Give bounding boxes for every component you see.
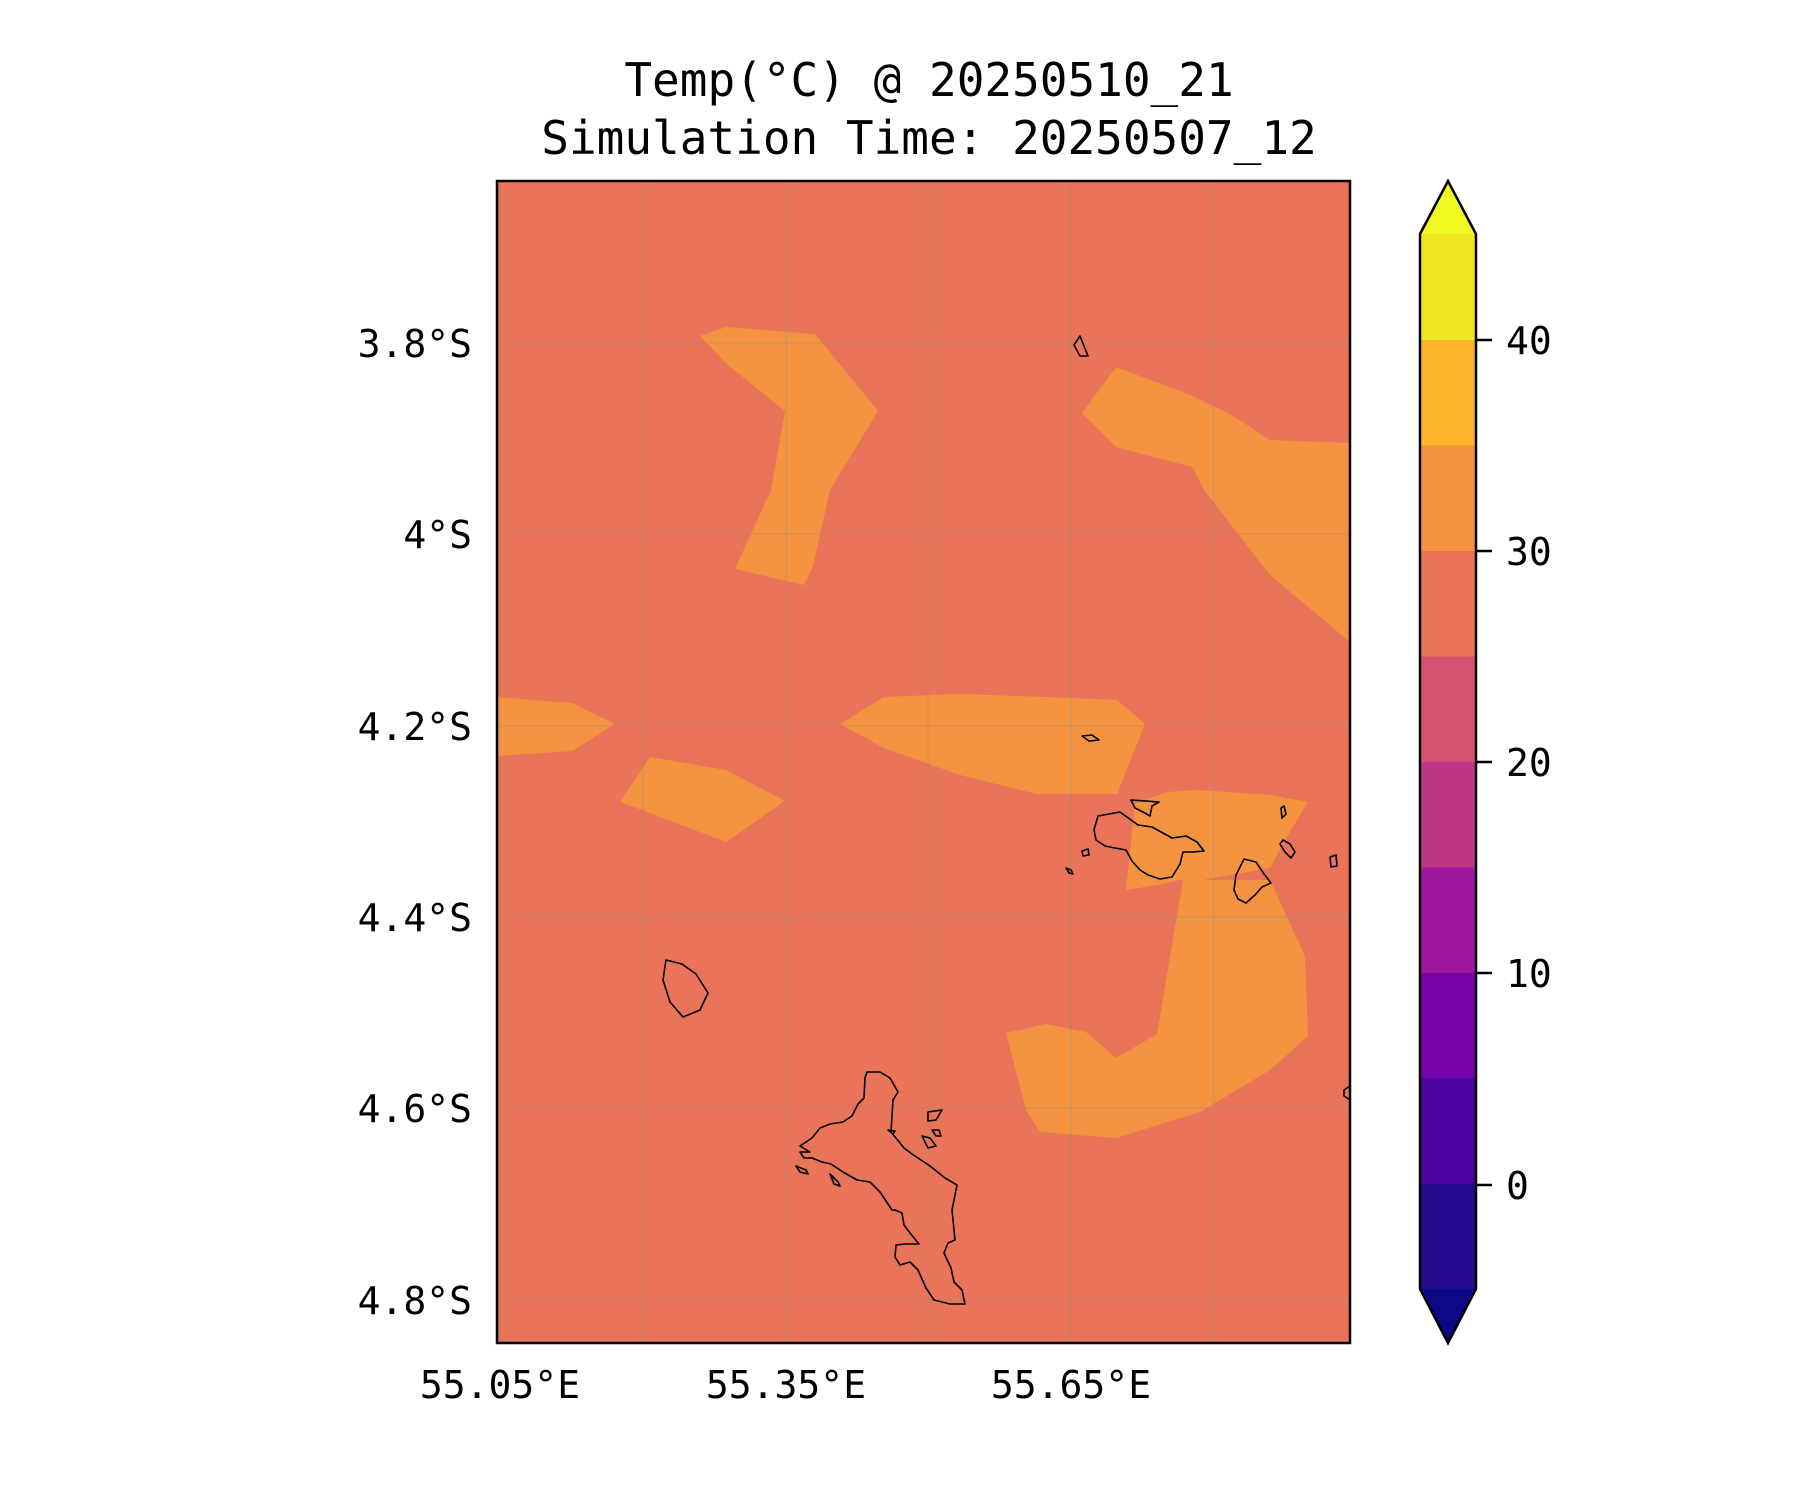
islet-praslin-w1 [1081, 848, 1090, 857]
colorbar-tick-label: 40 [1506, 319, 1552, 363]
warm-patch-east [1126, 790, 1308, 890]
colorbar-tick-label: 30 [1506, 530, 1552, 574]
islet-felicite [1279, 839, 1296, 859]
colorbar-band [1420, 867, 1476, 973]
island-praslin [1093, 811, 1205, 880]
y-tick-label: 4.8°S [358, 1279, 472, 1323]
colorbar-band [1420, 656, 1476, 762]
island-la-digue [1233, 858, 1272, 904]
colorbar: 0 10 20 30 40 [1418, 178, 1552, 1346]
warm-patch-southwest [620, 757, 785, 842]
islet-central [1081, 734, 1100, 742]
x-tick-label: 55.65°E [991, 1363, 1151, 1407]
colorbar-band [1420, 445, 1476, 551]
islet-mahe-w1 [795, 1165, 809, 1175]
title-line-1: Temp(°C) @ 20250510_21 [624, 53, 1233, 107]
title-line-2: Simulation Time: 20250507_12 [541, 111, 1316, 165]
islet-praslin-w2 [1065, 867, 1074, 875]
y-tick-label: 3.8°S [358, 322, 472, 366]
islet-mahe-w3 [887, 1129, 896, 1135]
y-tick-label: 4.2°S [358, 705, 472, 749]
map-frame [495, 179, 1352, 1345]
colorbar-ticks: 0 10 20 30 40 [1476, 319, 1552, 1208]
colorbar-band [1420, 972, 1476, 1079]
colorbar-over-arrow [1420, 181, 1476, 234]
colorbar-under-arrow [1420, 1289, 1476, 1343]
colorbar-band [1420, 761, 1476, 868]
coastlines [662, 335, 1351, 1305]
colorbar-band [1420, 1183, 1476, 1290]
warm-patches [497, 327, 1350, 1138]
y-tick-label: 4.6°S [358, 1087, 472, 1131]
colorbar-bands [1420, 234, 1476, 1290]
colorbar-tick-label: 10 [1506, 952, 1552, 996]
islet-mahe-n2 [921, 1135, 937, 1149]
island-silhouette [662, 959, 709, 1018]
map-panel [495, 179, 1352, 1345]
warm-patch-southeast [1006, 880, 1308, 1138]
x-tick-label: 55.05°E [420, 1363, 580, 1407]
y-tick-label: 4°S [403, 513, 472, 557]
gridlines [497, 181, 1350, 1343]
x-axis-ticks: 55.05°E 55.35°E 55.65°E [420, 1363, 1151, 1407]
islet-mahe-n1 [927, 1109, 943, 1122]
colorbar-band [1420, 339, 1476, 446]
y-axis-ticks: 3.8°S 4°S 4.2°S 4.4°S 4.6°S 4.8°S [358, 322, 472, 1323]
islet-mahe-n3 [931, 1129, 942, 1137]
colorbar-tick-label: 20 [1506, 741, 1552, 785]
warm-patch-northeast [1082, 367, 1350, 642]
warm-patch-north [700, 327, 878, 585]
colorbar-band [1420, 234, 1476, 340]
islet-curieuse [1130, 799, 1160, 817]
colorbar-band [1420, 550, 1476, 657]
colorbar-tick-label: 0 [1506, 1164, 1529, 1208]
island-mahe [799, 1071, 966, 1305]
islet-east [1329, 854, 1338, 868]
warm-patch-central [840, 694, 1145, 794]
colorbar-outline [1418, 178, 1478, 1346]
colorbar-band [1420, 1078, 1476, 1184]
y-tick-label: 4.4°S [358, 896, 472, 940]
warm-patch-west [497, 697, 615, 756]
islet-north [1073, 335, 1089, 357]
islet-mahe-w2 [829, 1173, 841, 1187]
x-tick-label: 55.35°E [706, 1363, 866, 1407]
islet-aride [1280, 805, 1287, 819]
